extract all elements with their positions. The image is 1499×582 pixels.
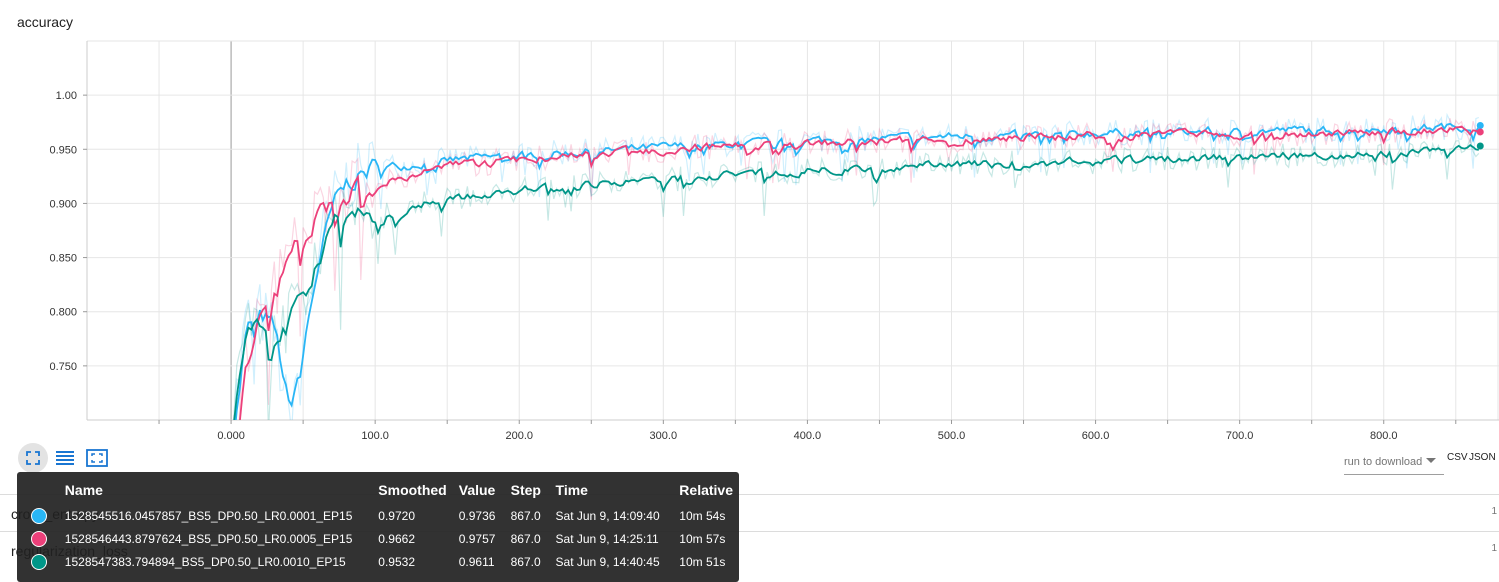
series-end-marker bbox=[1476, 142, 1484, 150]
axes: 0.000 100.0 200.0 300.0 400.0 500.0 600.0 700.0… bbox=[49, 41, 1499, 440]
x-tick-label: 600.0 bbox=[1082, 430, 1110, 440]
run-to-download-select[interactable]: run to download bbox=[1344, 452, 1444, 475]
tooltip-relative: 10m 57s bbox=[679, 531, 726, 546]
series-line[interactable] bbox=[231, 125, 1480, 441]
tooltip-value: 0.9736 bbox=[458, 508, 496, 523]
y-tick-label: 1.00 bbox=[56, 90, 77, 102]
tooltip-relative: 10m 51s bbox=[679, 554, 726, 569]
series-layer bbox=[231, 122, 1480, 441]
series-end-marker bbox=[1476, 128, 1484, 136]
tooltip-header-name: Name bbox=[64, 482, 103, 498]
tooltip-step: 867.0 bbox=[510, 554, 541, 569]
tooltip-header-relative: Relative bbox=[679, 482, 733, 498]
x-tick-label: 300.0 bbox=[650, 430, 678, 440]
tooltip-row: 1528547383.794894_BS5_DP0.50_LR0.0010_EP… bbox=[25, 550, 739, 573]
chart-tooltip: Name Smoothed Value Step Time Relative 1… bbox=[17, 472, 739, 582]
x-tick-label: 400.0 bbox=[794, 430, 822, 440]
chart-group-count: 1 bbox=[1491, 506, 1497, 517]
raw-series-line bbox=[234, 112, 1480, 420]
tooltip-time: Sat Jun 9, 14:25:11 bbox=[555, 531, 659, 546]
x-tick-label: 100.0 bbox=[361, 430, 389, 440]
tooltip-header-step: Step bbox=[510, 482, 541, 498]
tooltip-header-smoothed: Smoothed bbox=[378, 482, 447, 498]
series-color-swatch bbox=[31, 507, 47, 524]
json-download-link[interactable]: JSON bbox=[1469, 452, 1496, 463]
fit-domain-button[interactable] bbox=[18, 443, 48, 473]
tooltip-run-name: 1528545516.0457857_BS5_DP0.50_LR0.0001_E… bbox=[64, 508, 353, 523]
tooltip-step: 867.0 bbox=[510, 531, 541, 546]
y-tick-label: 0.800 bbox=[49, 307, 77, 319]
series-color-swatch bbox=[31, 553, 47, 570]
tooltip-row: 1528545516.0457857_BS5_DP0.50_LR0.0001_E… bbox=[25, 504, 739, 527]
tooltip-header-value: Value bbox=[458, 482, 496, 498]
y-tick-label: 0.850 bbox=[49, 253, 77, 265]
chevron-down-icon bbox=[1426, 458, 1436, 463]
y-tick-label: 0.750 bbox=[49, 361, 77, 373]
tooltip-header-row: Name Smoothed Value Step Time Relative bbox=[25, 480, 739, 504]
chart-group-count: 1 bbox=[1491, 543, 1497, 554]
grid bbox=[87, 40, 1499, 420]
tooltip-value: 0.9757 bbox=[458, 531, 496, 546]
raw-series-line bbox=[232, 136, 1480, 420]
tooltip-smoothed: 0.9720 bbox=[378, 508, 415, 523]
accuracy-chart[interactable]: 0.000 100.0 200.0 300.0 400.0 500.0 600.0 700.0… bbox=[0, 0, 1499, 440]
series-line[interactable] bbox=[231, 143, 1479, 439]
tooltip-step: 867.0 bbox=[510, 508, 541, 523]
x-tick-label: 0.000 bbox=[217, 430, 245, 440]
series-end-marker bbox=[1476, 121, 1484, 129]
expand-icon bbox=[86, 449, 108, 467]
x-tick-label: 700.0 bbox=[1226, 430, 1254, 440]
log-scale-icon bbox=[56, 451, 74, 465]
download-placeholder: run to download bbox=[1344, 456, 1423, 468]
tooltip-smoothed: 0.9532 bbox=[378, 554, 415, 569]
tooltip-smoothed: 0.9662 bbox=[378, 531, 415, 546]
fit-domain-icon bbox=[26, 451, 40, 465]
series-color-swatch bbox=[31, 530, 47, 547]
end-markers bbox=[1476, 121, 1484, 150]
csv-download-link[interactable]: CSV bbox=[1447, 452, 1468, 463]
tooltip-header-time: Time bbox=[555, 482, 588, 498]
tooltip-row: 1528546443.8797624_BS5_DP0.50_LR0.0005_E… bbox=[25, 527, 739, 550]
raw-series-layer bbox=[232, 112, 1480, 420]
y-tick-label: 0.950 bbox=[49, 144, 77, 156]
x-tick-label: 800.0 bbox=[1370, 430, 1398, 440]
tooltip-relative: 10m 54s bbox=[679, 508, 726, 523]
log-scale-button[interactable] bbox=[50, 443, 80, 473]
x-tick-label: 200.0 bbox=[505, 430, 533, 440]
tooltip-run-name: 1528546443.8797624_BS5_DP0.50_LR0.0005_E… bbox=[64, 531, 353, 546]
tooltip-table: Name Smoothed Value Step Time Relative 1… bbox=[25, 480, 739, 573]
tooltip-run-name: 1528547383.794894_BS5_DP0.50_LR0.0010_EP… bbox=[64, 554, 346, 569]
tooltip-time: Sat Jun 9, 14:40:45 bbox=[555, 554, 660, 569]
chart-title: accuracy bbox=[17, 14, 74, 30]
y-tick-label: 0.900 bbox=[49, 198, 77, 210]
tooltip-time: Sat Jun 9, 14:09:40 bbox=[555, 508, 660, 523]
tooltip-value: 0.9611 bbox=[458, 554, 495, 569]
expand-button[interactable] bbox=[82, 443, 112, 473]
x-tick-label: 500.0 bbox=[938, 430, 966, 440]
